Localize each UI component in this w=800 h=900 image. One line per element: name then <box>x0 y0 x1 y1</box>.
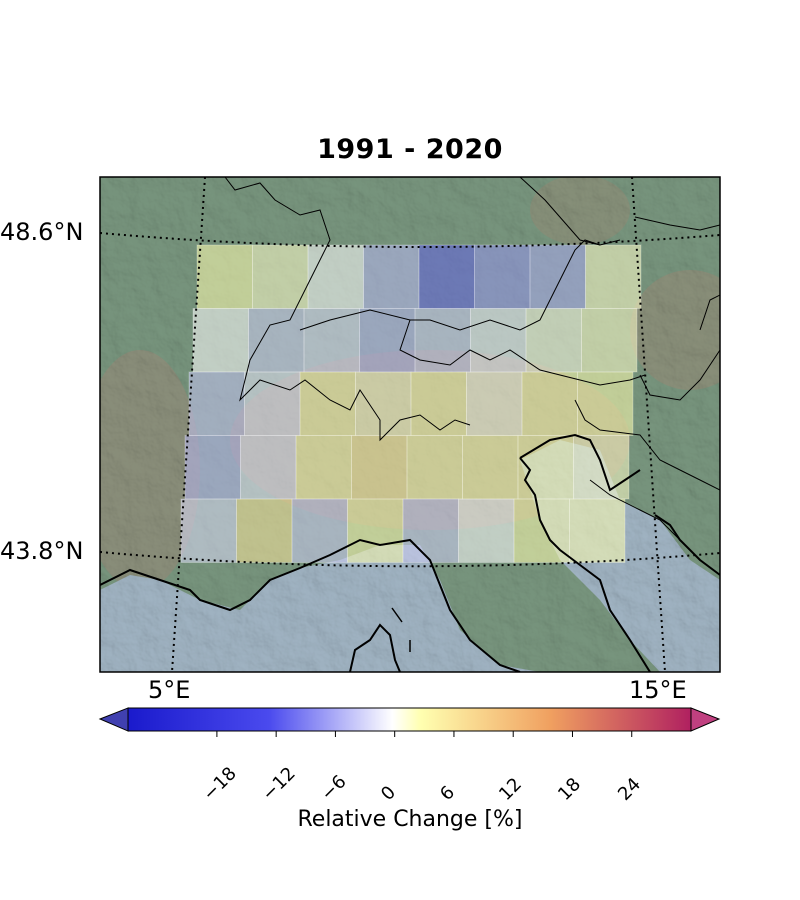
grid-cell <box>470 308 527 373</box>
coastlines <box>100 433 720 672</box>
grid-cell <box>521 371 578 436</box>
grid-cell <box>347 498 404 563</box>
country-borders <box>224 177 720 541</box>
grid-cell <box>569 498 626 563</box>
grid-cell <box>299 371 356 436</box>
latitude-label: 48.6°N <box>0 218 84 246</box>
colorbar-ticks <box>216 731 633 737</box>
grid-cell <box>248 308 305 373</box>
grid-cell <box>513 498 570 563</box>
grid-cell <box>458 498 515 563</box>
grid-cell <box>585 244 642 309</box>
latitude-label: 43.8°N <box>0 537 84 565</box>
map-title: 1991 - 2020 <box>317 134 503 165</box>
colorbar-label: Relative Change [%] <box>297 807 523 832</box>
grid-cell <box>466 371 523 436</box>
grid-cell <box>474 244 531 309</box>
grid-cell <box>363 244 420 309</box>
colorbar-gradient <box>127 707 692 732</box>
grid-cell <box>577 371 634 436</box>
longitude-label: 5°E <box>148 676 191 704</box>
grid-cell <box>180 498 237 563</box>
grid-cell <box>410 371 467 436</box>
grid-cell <box>244 371 301 436</box>
colorbar-max-extend <box>690 707 721 732</box>
map-frame <box>99 176 721 673</box>
grid-cell <box>295 435 352 500</box>
grid-cell <box>307 244 364 309</box>
grid-cell <box>581 308 638 373</box>
colorbar-min-extend <box>98 707 129 732</box>
grid-cell <box>525 308 582 373</box>
grid-cell <box>414 308 471 373</box>
grid-cell <box>240 435 297 500</box>
island-outline <box>391 607 403 623</box>
longitude-label: 15°E <box>629 676 687 704</box>
grid-cell <box>188 371 245 436</box>
grid-cell <box>184 435 241 500</box>
